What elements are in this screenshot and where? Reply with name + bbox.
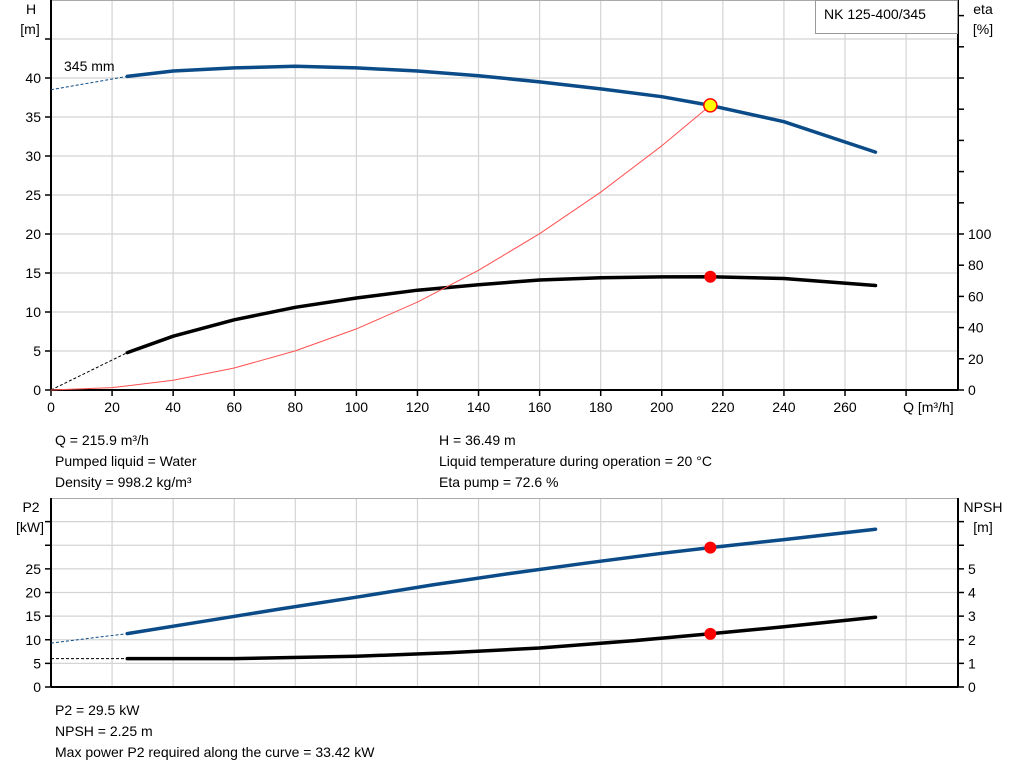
y-tick-label: 20 xyxy=(25,585,41,601)
x-axis-label: Q [m³/h] xyxy=(903,399,954,415)
y-axis-unit: [m] xyxy=(20,21,39,37)
y2-tick-label: 80 xyxy=(968,257,984,273)
info-max-power: Max power P2 required along the curve = … xyxy=(55,744,375,760)
duty-point-npsh xyxy=(704,627,717,640)
y-tick-label: 25 xyxy=(25,561,41,577)
y2-axis-label: eta xyxy=(973,1,993,17)
x-tick-label: 160 xyxy=(528,399,552,415)
p2-curve xyxy=(125,527,878,636)
y-tick-label: 0 xyxy=(33,679,41,695)
x-tick-label: 40 xyxy=(165,399,181,415)
info-liquid: Pumped liquid = Water xyxy=(55,453,197,469)
y-tick-label: 10 xyxy=(25,632,41,648)
y-tick-label: 15 xyxy=(25,265,41,281)
x-tick-label: 200 xyxy=(650,399,674,415)
y2-tick-label: 20 xyxy=(968,351,984,367)
x-tick-label: 140 xyxy=(467,399,491,415)
info-density: Density = 998.2 kg/m³ xyxy=(55,474,192,490)
y-tick-label: 0 xyxy=(33,382,41,398)
x-tick-label: 220 xyxy=(711,399,735,415)
x-tick-label: 100 xyxy=(345,399,369,415)
y2-tick-label: 60 xyxy=(968,288,984,304)
head-curve xyxy=(125,64,878,154)
y2-tick-label: 1 xyxy=(968,655,976,671)
pump-model-title: NK 125-400/345 xyxy=(824,6,926,22)
p2-extrapolated-line xyxy=(50,633,128,644)
y2-tick-label: 0 xyxy=(968,382,976,398)
info-eta: Eta pump = 72.6 % xyxy=(439,474,559,490)
y2-axis-unit: [%] xyxy=(973,21,993,37)
y-tick-label: 40 xyxy=(25,70,41,86)
x-tick-label: 260 xyxy=(833,399,857,415)
y2-tick-label: 0 xyxy=(968,679,976,695)
eta-extrapolated-line xyxy=(50,352,128,391)
y2-tick-label: 40 xyxy=(968,320,984,336)
power-npsh-panel: 0 5 10 15 20 25 0 1 2 3 4 5 P2 [kW] NPSH [m] xyxy=(16,498,1002,695)
duty-point-head xyxy=(703,98,718,113)
y-axis-label: P2 xyxy=(22,499,39,515)
power-info: P2 = 29.5 kW NPSH = 2.25 m Max power P2 … xyxy=(55,700,374,763)
head-extrapolated-line xyxy=(50,75,128,91)
system-curve xyxy=(50,104,711,391)
head-eta-panel: 0 5 10 15 20 25 30 35 40 0 20 40 60 80 100 H [m] eta [%] 0 2… xyxy=(20,0,993,415)
y2-axis-label: NPSH xyxy=(964,499,1003,515)
info-p2: P2 = 29.5 kW xyxy=(55,702,140,718)
x-tick-label: 240 xyxy=(772,399,796,415)
duty-info-right: H = 36.49 m Liquid temperature during op… xyxy=(439,430,712,493)
info-head: H = 36.49 m xyxy=(439,432,516,448)
y-axis-label: H xyxy=(26,1,36,17)
y-tick-label: 10 xyxy=(25,304,41,320)
y2-axis-unit: [m] xyxy=(973,519,992,535)
info-npsh: NPSH = 2.25 m xyxy=(55,723,153,739)
x-tick-label: 120 xyxy=(406,399,430,415)
y2-tick-label: 5 xyxy=(968,561,976,577)
duty-point-p2 xyxy=(704,541,717,554)
npsh-curve xyxy=(125,615,878,661)
y2-tick-label: 3 xyxy=(968,608,976,624)
x-tick-label: 0 xyxy=(47,399,55,415)
y-tick-label: 5 xyxy=(33,343,41,359)
x-tick-label: 20 xyxy=(104,399,120,415)
info-temperature: Liquid temperature during operation = 20… xyxy=(439,453,712,469)
y-axis-unit: [kW] xyxy=(16,519,44,535)
x-tick-label: 180 xyxy=(589,399,613,415)
y-tick-label: 30 xyxy=(25,148,41,164)
impeller-diameter-label: 345 mm xyxy=(64,58,115,74)
y2-tick-label: 2 xyxy=(968,632,976,648)
y-tick-label: 15 xyxy=(25,608,41,624)
y-tick-label: 35 xyxy=(25,109,41,125)
duty-info-left: Q = 215.9 m³/h Pumped liquid = Water Den… xyxy=(55,430,197,493)
y2-tick-label: 4 xyxy=(968,585,976,601)
duty-point-eta xyxy=(704,270,717,283)
x-tick-label: 60 xyxy=(226,399,242,415)
y-tick-label: 20 xyxy=(25,226,41,242)
y-tick-label: 25 xyxy=(25,187,41,203)
info-flow: Q = 215.9 m³/h xyxy=(55,432,149,448)
pump-model-box xyxy=(815,0,958,34)
y2-tick-label: 100 xyxy=(968,226,992,242)
x-tick-label: 80 xyxy=(288,399,304,415)
y-tick-label: 5 xyxy=(33,655,41,671)
eta-curve xyxy=(125,274,878,355)
